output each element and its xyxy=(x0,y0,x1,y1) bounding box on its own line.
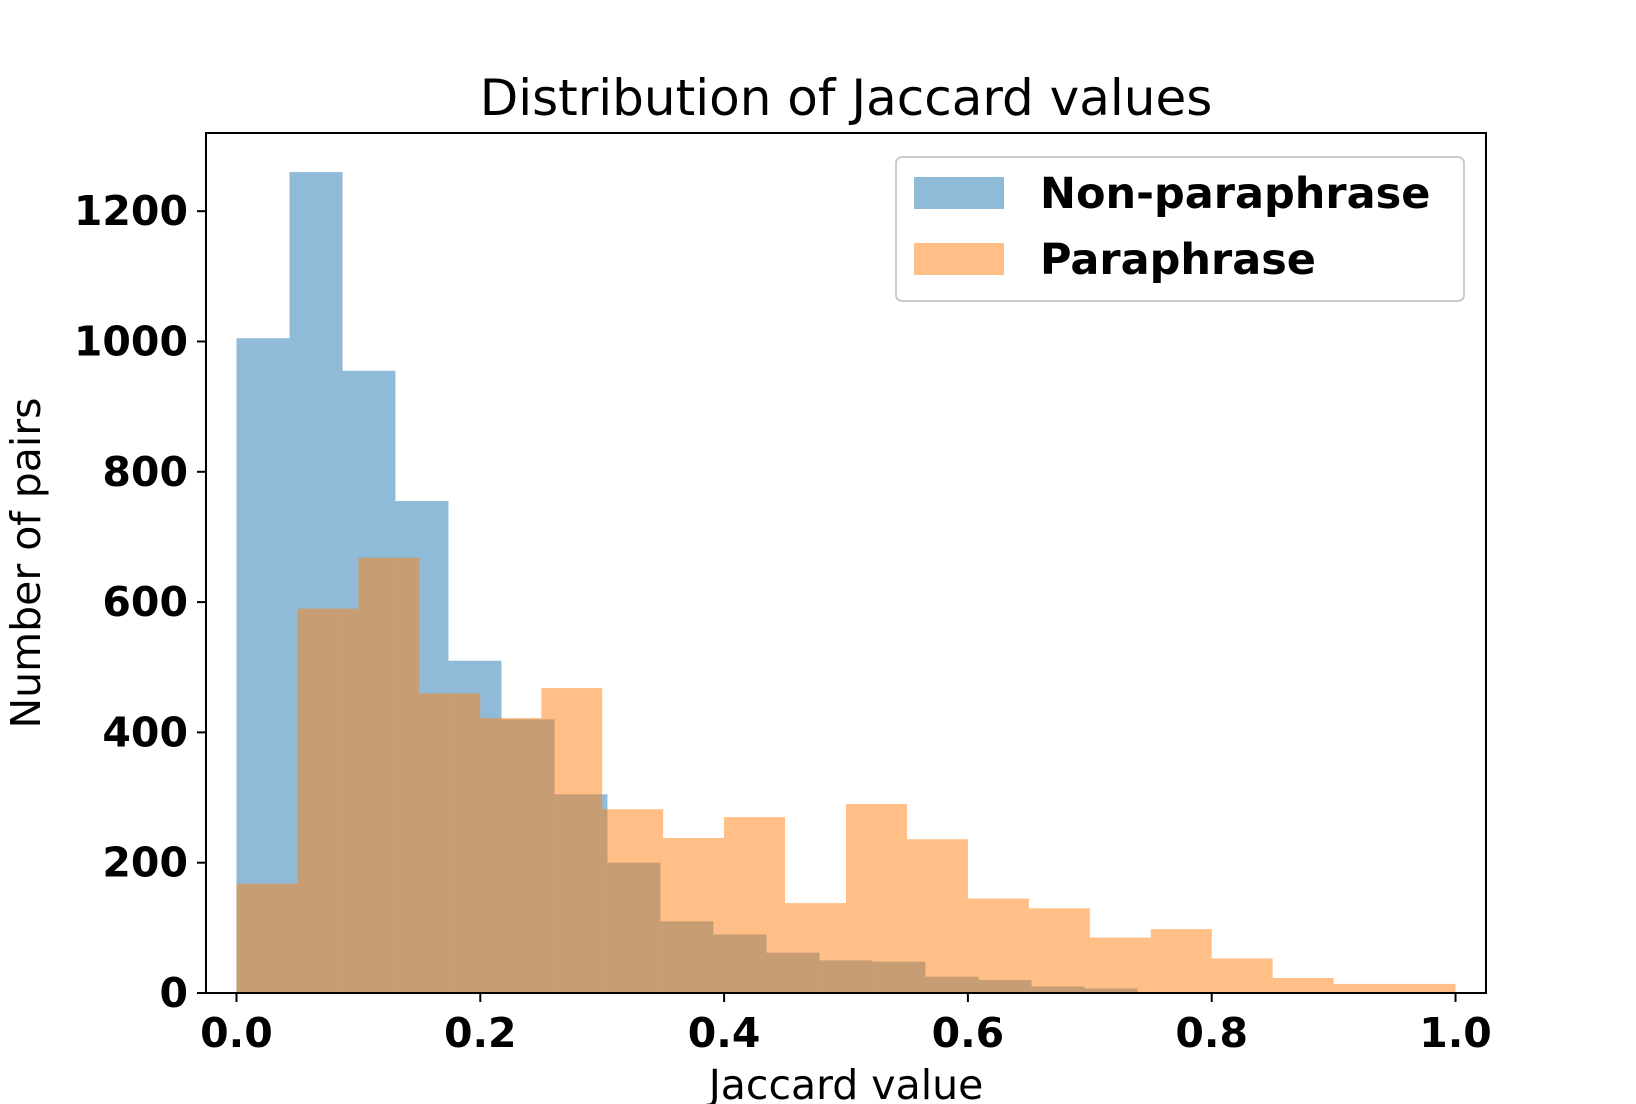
x-tick-label: 0.6 xyxy=(932,1009,1005,1057)
bar-paraphrase-5 xyxy=(541,688,603,993)
y-axis-label: Number of pairs xyxy=(2,397,50,728)
bar-paraphrase-12 xyxy=(967,898,1029,993)
bar-paraphrase-13 xyxy=(1028,908,1090,993)
plot-frame xyxy=(205,132,1487,994)
bar-paraphrase-7 xyxy=(663,837,725,993)
y-tick-label: 400 xyxy=(102,708,188,756)
y-tick-label: 1200 xyxy=(74,187,188,235)
x-tick-label: 0.0 xyxy=(200,1009,273,1057)
bar-paraphrase-16 xyxy=(1211,958,1273,993)
x-tick-label: 0.8 xyxy=(1175,1009,1248,1057)
x-tick-label: 1.0 xyxy=(1419,1009,1492,1057)
y-tick-label: 800 xyxy=(102,448,188,496)
x-tick-label: 0.4 xyxy=(688,1009,761,1057)
bar-paraphrase-8 xyxy=(724,817,786,993)
x-axis: 0.0 0.2 0.4 0.6 0.8 1.0 xyxy=(200,993,1492,1057)
bars-layer xyxy=(236,172,1456,993)
bar-paraphrase-1 xyxy=(297,608,359,993)
bar-paraphrase-0 xyxy=(236,883,298,993)
y-tick-label: 600 xyxy=(102,578,188,626)
legend-swatch-paraphrase xyxy=(914,243,1004,275)
legend-swatch-non-paraphrase xyxy=(914,177,1004,209)
bar-paraphrase-3 xyxy=(419,693,481,993)
bar-paraphrase-15 xyxy=(1150,929,1212,993)
bar-paraphrase-9 xyxy=(785,903,846,993)
bar-paraphrase-2 xyxy=(358,557,420,993)
x-axis-label: Jaccard value xyxy=(706,1061,984,1104)
x-tick-label: 0.2 xyxy=(444,1009,517,1057)
bar-paraphrase-18 xyxy=(1333,983,1395,993)
legend-label-non-paraphrase: Non-paraphrase xyxy=(1040,169,1430,219)
legend-frame xyxy=(895,156,1465,302)
bar-paraphrase-19 xyxy=(1394,983,1456,993)
y-tick-label: 0 xyxy=(159,969,188,1017)
bar-paraphrase-11 xyxy=(906,839,968,993)
legend: Non-paraphrase Paraphrase xyxy=(895,156,1465,302)
legend-label-paraphrase: Paraphrase xyxy=(1040,235,1316,285)
bar-paraphrase-17 xyxy=(1272,978,1334,993)
bar-paraphrase-10 xyxy=(846,804,907,993)
y-tick-label: 200 xyxy=(102,839,188,887)
bar-paraphrase-14 xyxy=(1089,937,1151,993)
y-tick-label: 1000 xyxy=(74,317,188,365)
y-axis: 0 200 400 600 800 1000 1200 xyxy=(74,187,206,1017)
bar-paraphrase-4 xyxy=(480,718,542,993)
bar-paraphrase-6 xyxy=(602,809,664,993)
chart-title: Distribution of Jaccard values xyxy=(480,69,1213,127)
